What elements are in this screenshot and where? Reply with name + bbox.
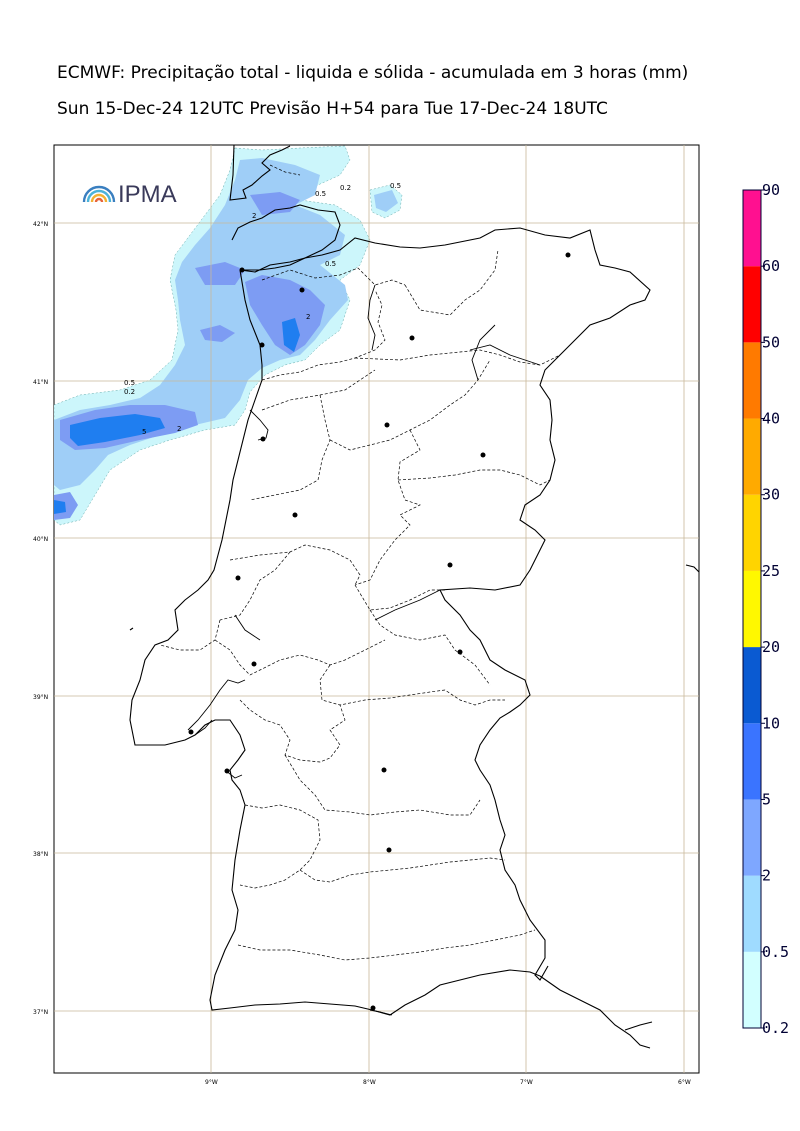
colorbar-segment [743,723,761,800]
colorbar-segment [743,342,761,419]
colorbar-segment [743,494,761,571]
contour-label: 0.2 [124,388,135,396]
station-marker [224,768,230,774]
colorbar-label: 20 [762,638,780,656]
contour-label: 2 [252,212,256,220]
lat-label: 40°N [33,536,48,543]
colorbar-segment [743,799,761,876]
contour-label: 2 [177,425,181,433]
contour-label: 0.5 [390,182,401,190]
colorbar-label: 90 [762,181,780,199]
chart-title: ECMWF: Precipitação total - liquida e só… [57,63,689,83]
station-marker [188,729,194,735]
contour-label: 0.2 [340,184,351,192]
lon-label: 8°W [363,1079,376,1086]
rainbow-arc-icon [82,185,116,203]
coastline [129,145,699,1049]
colorbar-segment [743,647,761,724]
colorbar-label: 60 [762,257,780,275]
latitude-labels: 42°N 41°N 40°N 39°N 38°N 37°N [33,221,48,1016]
station-marker [235,575,241,581]
lon-label: 7°W [520,1079,533,1086]
colorbar-segment [743,951,761,1028]
station-marker [260,436,266,442]
station-marker [447,562,453,568]
station-marker [370,1005,376,1011]
precipitation-field [54,145,403,526]
lat-label: 42°N [33,221,48,228]
colorbar-label: 30 [762,486,780,504]
station-marker [457,649,463,655]
lat-label: 41°N [33,379,48,386]
internal-borders [234,284,541,641]
station-marker [565,252,571,258]
logo-text: IPMA [118,181,177,208]
colorbar-segment [743,570,761,648]
station-markers [188,252,571,1011]
colorbar-label: 10 [762,714,780,732]
station-marker [480,452,486,458]
lat-label: 38°N [33,851,48,858]
station-marker [409,335,415,341]
longitude-labels: 9°W 8°W 7°W 6°W [205,1079,691,1086]
station-marker [384,422,390,428]
colorbar-label: 40 [762,410,780,428]
station-marker [386,847,392,853]
colorbar-segment [743,418,761,495]
colorbar-label: 0.2 [762,1019,789,1037]
colorbar-frame [742,189,762,1029]
station-marker [259,342,265,348]
lat-label: 39°N [33,694,48,701]
colorbar-label: 2 [762,867,771,885]
contour-label: 2 [306,313,310,321]
colorbar-label: 0.5 [762,943,789,961]
station-marker [292,512,298,518]
ipma-logo: IPMA [82,181,177,208]
contour-label: 0.5 [315,190,326,198]
colorbar-label: 50 [762,333,780,351]
contour-label: 5 [142,428,146,436]
forecast-subtitle: Sun 15-Dec-24 12UTC Previsão H+54 para T… [57,99,608,119]
colorbar-label: 5 [762,790,771,808]
station-marker [239,267,245,273]
colorbar-segment [743,875,761,952]
lat-label: 37°N [33,1009,48,1016]
station-marker [251,661,257,667]
colorbar-segment [743,266,761,343]
contour-label: 0.5 [124,379,135,387]
colorbar-segment [743,190,761,267]
district-borders [159,164,561,961]
station-marker [299,287,305,293]
contour-label: 0.5 [325,260,336,268]
lon-label: 6°W [678,1079,691,1086]
lon-label: 9°W [205,1079,218,1086]
contour-labels: 0.5 0.2 0.5 2 0.5 2 0.5 0.2 5 2 [124,182,401,436]
station-marker [381,767,387,773]
colorbar-label: 25 [762,562,780,580]
